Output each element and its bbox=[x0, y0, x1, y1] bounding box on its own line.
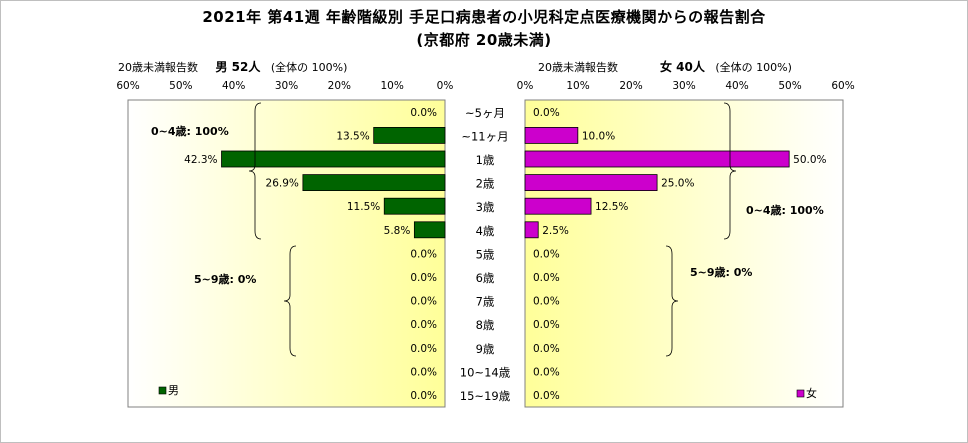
male-data-label: 13.5% bbox=[336, 130, 369, 142]
male-data-label: 5.8% bbox=[384, 225, 411, 237]
male-tick-label: 60% bbox=[116, 80, 140, 92]
category-label: 7歳 bbox=[476, 295, 495, 309]
female-data-label: 12.5% bbox=[595, 201, 628, 213]
male-bar bbox=[373, 127, 446, 144]
female-data-label: 0.0% bbox=[533, 107, 560, 119]
male-header-suffix: (全体の 100%) bbox=[270, 61, 348, 74]
male-tick-label: 0% bbox=[436, 80, 454, 92]
female-0-4-brace bbox=[723, 102, 737, 240]
female-data-label: 10.0% bbox=[582, 130, 615, 142]
female-legend-swatch bbox=[796, 389, 805, 398]
male-data-label: 0.0% bbox=[410, 272, 437, 284]
male-bar bbox=[302, 174, 446, 192]
female-tick-label: 40% bbox=[725, 80, 749, 92]
female-tick-label: 10% bbox=[566, 80, 590, 92]
female-data-label: 0.0% bbox=[533, 343, 560, 355]
chart-title: 2021年 第41週 年齢階級別 手足口病患者の小児科定点医療機関からの報告割合 bbox=[202, 8, 766, 26]
female-5-9-annotation: 5~9歳: 0% bbox=[690, 265, 752, 279]
female-bar bbox=[524, 127, 579, 144]
male-data-label: 26.9% bbox=[266, 178, 299, 190]
female-data-label: 2.5% bbox=[542, 225, 569, 237]
male-bar bbox=[383, 197, 446, 215]
female-tick-label: 0% bbox=[516, 80, 534, 92]
category-label: 15~19歳 bbox=[460, 389, 511, 403]
male-0-4-brace bbox=[248, 102, 262, 240]
female-tick-label: 30% bbox=[672, 80, 696, 92]
category-label: 1歳 bbox=[476, 153, 495, 167]
male-header-label: 男 52人 bbox=[215, 60, 261, 74]
male-data-label: 42.3% bbox=[184, 154, 217, 166]
category-label: 5歳 bbox=[476, 247, 495, 261]
male-legend-swatch bbox=[158, 386, 167, 395]
male-0-4-annotation: 0~4歳: 100% bbox=[151, 124, 229, 138]
category-label: 10~14歳 bbox=[460, 365, 511, 379]
male-5-9-brace bbox=[283, 245, 297, 357]
female-bar bbox=[524, 150, 790, 168]
female-header: 20歳未満報告数 女 40人 (全体の 100%) bbox=[538, 58, 792, 75]
male-bar bbox=[413, 221, 446, 239]
female-header-label: 女 40人 bbox=[659, 60, 705, 74]
male-5-9-annotation: 5~9歳: 0% bbox=[194, 272, 256, 286]
female-tick-label: 50% bbox=[778, 80, 802, 92]
female-bar bbox=[524, 174, 658, 192]
male-data-label: 0.0% bbox=[410, 343, 437, 355]
female-5-9-brace bbox=[665, 245, 679, 357]
female-plot-area bbox=[524, 99, 844, 408]
category-label: ~11ヶ月 bbox=[461, 129, 508, 143]
female-tick-label: 20% bbox=[619, 80, 643, 92]
male-data-label: 0.0% bbox=[410, 319, 437, 331]
male-data-label: 0.0% bbox=[410, 390, 437, 402]
female-header-prefix: 20歳未満報告数 bbox=[538, 61, 618, 74]
male-data-label: 0.0% bbox=[410, 248, 437, 260]
female-data-label: 0.0% bbox=[533, 272, 560, 284]
male-legend-label: 男 bbox=[168, 384, 179, 397]
female-data-label: 50.0% bbox=[793, 154, 826, 166]
chart-subtitle: (京都府 20歳未満) bbox=[416, 31, 552, 49]
female-data-label: 0.0% bbox=[533, 366, 560, 378]
female-bar bbox=[524, 197, 592, 215]
category-label: 6歳 bbox=[476, 271, 495, 285]
male-data-label: 0.0% bbox=[410, 107, 437, 119]
male-bar bbox=[221, 150, 446, 168]
category-label: 4歳 bbox=[476, 224, 495, 238]
male-tick-label: 30% bbox=[274, 80, 299, 92]
female-0-4-annotation: 0~4歳: 100% bbox=[746, 203, 824, 217]
female-bar bbox=[524, 221, 539, 239]
male-tick-label: 50% bbox=[169, 80, 193, 92]
female-data-label: 0.0% bbox=[533, 390, 560, 402]
male-header: 20歳未満報告数 男 52人 (全体の 100%) bbox=[118, 58, 347, 75]
female-data-label: 0.0% bbox=[533, 319, 560, 331]
female-data-label: 0.0% bbox=[533, 296, 560, 308]
male-plot-area bbox=[127, 99, 446, 408]
category-label: 9歳 bbox=[476, 342, 495, 356]
category-label: 8歳 bbox=[476, 318, 495, 332]
female-data-label: 25.0% bbox=[661, 178, 694, 190]
female-legend-label: 女 bbox=[806, 386, 817, 400]
female-data-label: 0.0% bbox=[533, 248, 560, 260]
male-data-label: 0.0% bbox=[410, 366, 437, 378]
male-tick-label: 10% bbox=[380, 80, 404, 92]
male-tick-label: 20% bbox=[327, 80, 351, 92]
male-header-prefix: 20歳未満報告数 bbox=[118, 61, 198, 74]
male-tick-label: 40% bbox=[221, 80, 246, 92]
category-label: 3歳 bbox=[476, 200, 495, 214]
female-tick-label: 60% bbox=[831, 80, 855, 92]
male-data-label: 11.5% bbox=[347, 201, 380, 213]
category-label: 2歳 bbox=[476, 177, 495, 191]
category-label: ~5ヶ月 bbox=[465, 106, 505, 120]
male-data-label: 0.0% bbox=[410, 296, 437, 308]
female-header-suffix: (全体の 100%) bbox=[715, 61, 792, 74]
